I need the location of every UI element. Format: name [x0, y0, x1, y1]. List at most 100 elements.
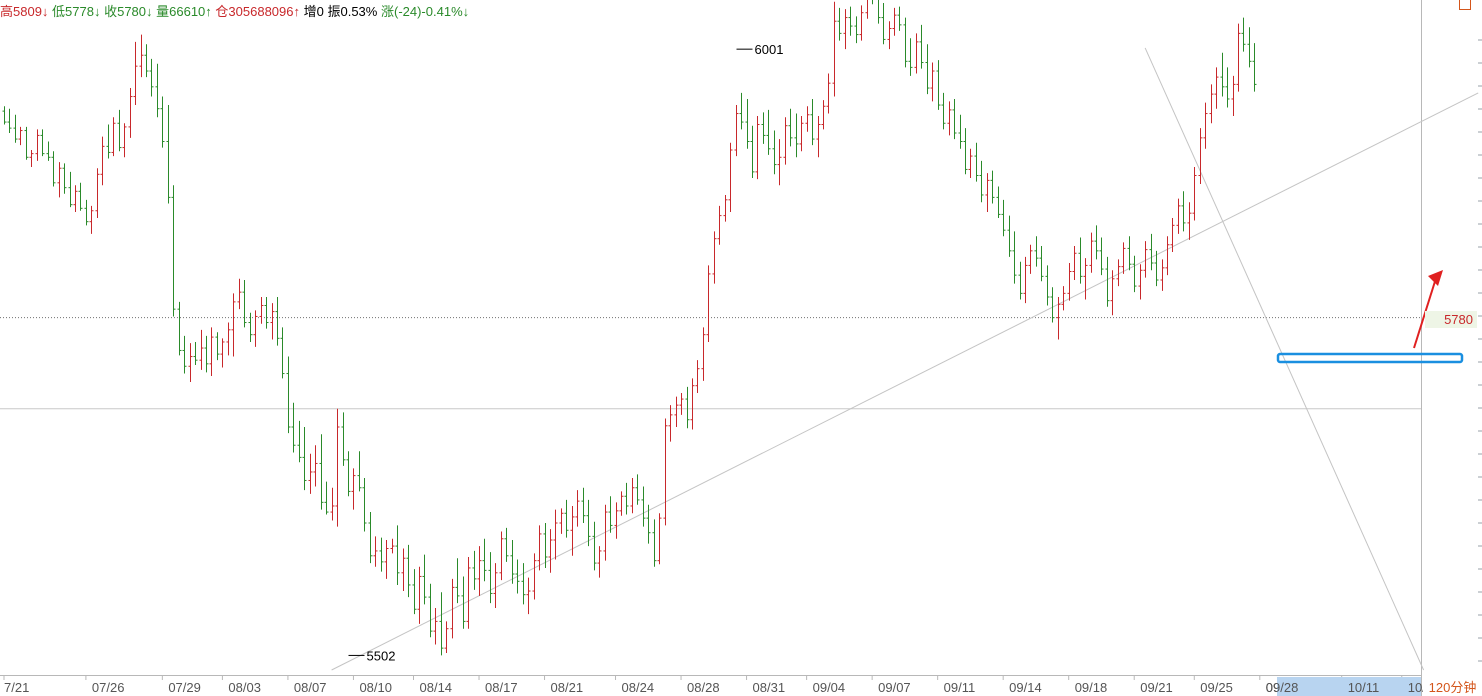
- ohlc-bar: [51, 151, 56, 187]
- ohlc-bar: [330, 487, 335, 521]
- ohlc-bar: [1056, 297, 1061, 340]
- ohlc-bar: [859, 5, 864, 41]
- x-tick-label: 09/11: [944, 680, 976, 695]
- ohlc-bar: [728, 142, 733, 212]
- ohlc-bar: [412, 569, 417, 615]
- ohlc-bar: [1023, 256, 1028, 304]
- ohlc-bar: [1121, 242, 1126, 274]
- ohlc-bar: [444, 621, 449, 653]
- ohlc-bar: [826, 73, 831, 114]
- ohlc-bar: [794, 113, 799, 158]
- ohlc-bar: [1198, 128, 1203, 185]
- ohlc-bar: [810, 98, 815, 146]
- ohlc-bar: [7, 108, 12, 133]
- ohlc-bar: [745, 98, 750, 149]
- ohlc-bar: [646, 504, 651, 544]
- ohlc-bar: [1231, 75, 1236, 116]
- ohlc-bar: [581, 487, 586, 523]
- ohlc-bar: [122, 123, 127, 158]
- ohlc-bar: [182, 335, 187, 374]
- ohlc-bar: [231, 293, 236, 357]
- ohlc-bar: [117, 109, 122, 152]
- ohlc-bar: [95, 168, 100, 219]
- ohlc-bar: [193, 341, 198, 366]
- ohlc-bar: [1143, 241, 1148, 278]
- ohlc-bar: [630, 478, 635, 514]
- ohlc-bar: [1028, 244, 1033, 274]
- ohlc-bar: [89, 205, 94, 234]
- ohlc-bar: [914, 33, 919, 74]
- ohlc-bar: [357, 451, 362, 492]
- ohlc-bar: [422, 554, 427, 605]
- ohlc-bar: [46, 141, 51, 161]
- ohlc-bar: [482, 538, 487, 582]
- ohlc-bar: [597, 546, 602, 578]
- ohlc-bar: [1241, 17, 1246, 52]
- ohlc-bar: [84, 199, 89, 226]
- ohlc-bar: [968, 148, 973, 178]
- ohlc-bar: [783, 117, 788, 165]
- ohlc-bar: [706, 265, 711, 342]
- ohlc-bar: [1138, 264, 1143, 300]
- period-selector[interactable]: 120分钟: [1423, 679, 1482, 696]
- amplitude: 振0.53%: [327, 4, 378, 19]
- ohlc-bar: [777, 139, 782, 186]
- ohlc-bar: [575, 490, 580, 527]
- current-price-tag: 5780: [1425, 311, 1477, 328]
- ohlc-bar: [401, 548, 406, 592]
- ohlc-bar: [1018, 261, 1023, 300]
- ohlc-bar: [24, 126, 29, 160]
- ohlc-bar: [313, 445, 318, 487]
- ohlc-bar: [1149, 233, 1154, 271]
- ohlc-bar: [772, 130, 777, 175]
- ohlc-bar: [543, 522, 548, 568]
- annotation-label: 5502: [367, 648, 396, 663]
- ohlc-bar: [553, 509, 558, 560]
- ohlc-bar: [128, 88, 133, 138]
- ohlc-bar: [379, 537, 384, 572]
- ohlc-bar: [499, 531, 504, 581]
- ohlc-bar: [1012, 231, 1017, 284]
- ohlc-bar: [433, 608, 438, 645]
- ohlc-bar: [657, 513, 662, 565]
- ohlc-bar: [166, 105, 171, 204]
- ohlc-bar: [952, 98, 957, 140]
- ohlc-bar: [974, 142, 979, 182]
- ohlc-bar: [280, 327, 285, 379]
- ohlc-bar: [204, 335, 209, 373]
- ohlc-bar: [209, 327, 214, 376]
- ohlc-bar: [734, 105, 739, 157]
- x-tick-label: 08/07: [294, 680, 327, 695]
- ohlc-bar: [1154, 250, 1159, 287]
- ohlc-bar: [1105, 256, 1110, 307]
- ohlc-bar: [1192, 167, 1197, 221]
- window-restore-button[interactable]: [1459, 0, 1471, 10]
- ohlc-bar: [848, 6, 853, 36]
- ohlc-bar: [1116, 259, 1121, 287]
- ohlc-bar: [881, 2, 886, 45]
- resistance-trendline: [1144, 47, 1425, 671]
- ohlc-bar: [695, 360, 700, 393]
- ohlc-bar: [608, 496, 613, 533]
- ohlc-bar: [504, 527, 509, 562]
- ohlc-bar: [297, 420, 302, 463]
- ohlc-bar: [1165, 236, 1170, 276]
- ohlc-bar: [78, 182, 83, 211]
- ohlc-bar: [417, 566, 422, 624]
- close-price: 收5780↓: [104, 4, 153, 19]
- ohlc-bar: [171, 185, 176, 317]
- ohlc-bar: [723, 194, 728, 222]
- ohlc-bar: [270, 303, 275, 340]
- ohlc-bar: [35, 129, 40, 161]
- ohlc-bar: [897, 6, 902, 31]
- ohlc-bar: [941, 92, 946, 130]
- ohlc-bar: [1067, 262, 1072, 301]
- ohlc-bar: [302, 427, 307, 491]
- ohlc-bar: [1045, 265, 1050, 306]
- ohlc-bar: [406, 544, 411, 598]
- x-tick-label: 08/21: [551, 680, 584, 695]
- ohlc-bar: [253, 310, 258, 347]
- ohlc-bar: [712, 231, 717, 284]
- annotation-label: 6001: [755, 42, 784, 57]
- ohlc-bar: [1127, 236, 1132, 271]
